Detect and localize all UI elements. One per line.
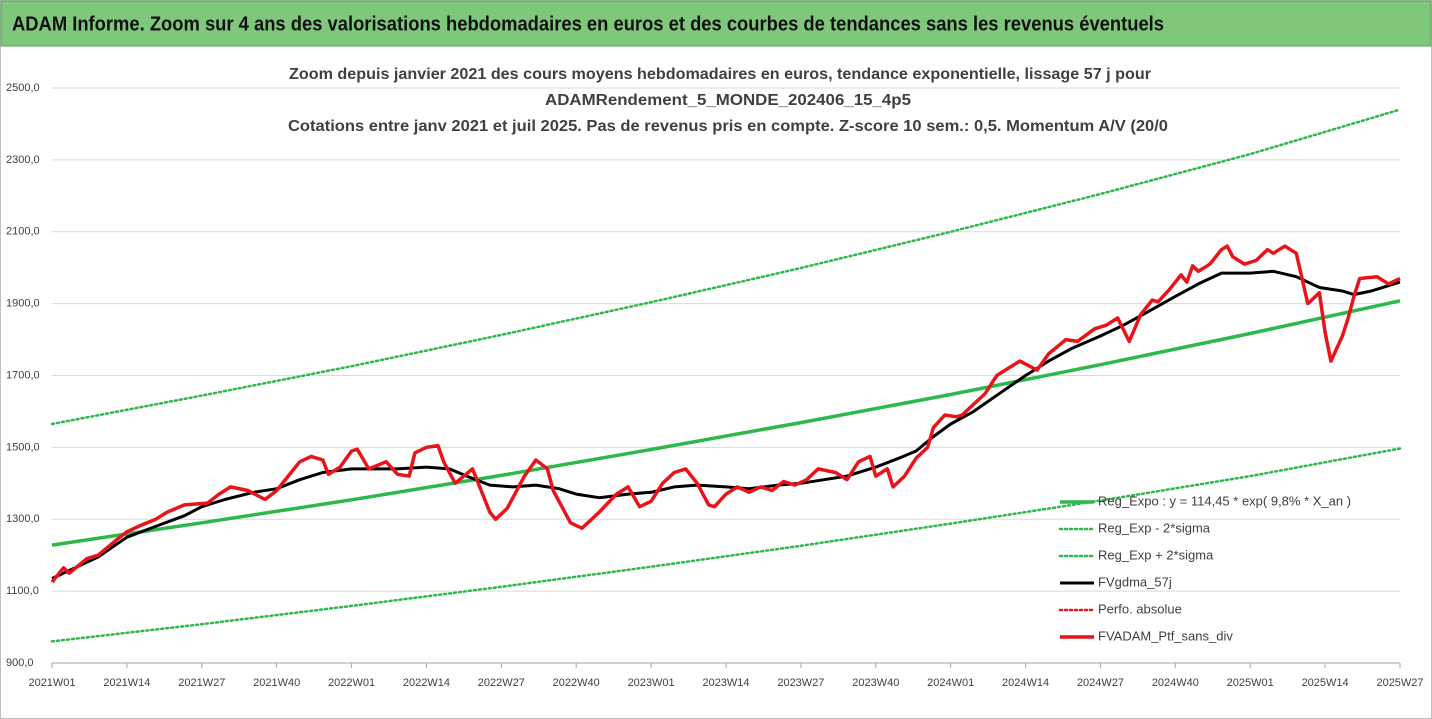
header-bar	[0, 0, 1432, 47]
legend-label: FVADAM_Ptf_sans_div	[1098, 628, 1233, 643]
chart-title: Cotations entre janv 2021 et juil 2025. …	[288, 118, 1168, 135]
series-line	[51, 269, 1401, 580]
x-tick-label: 2021W27	[178, 677, 225, 689]
x-tick-label: 2025W27	[1376, 677, 1423, 689]
x-tick-label: 2022W27	[478, 677, 525, 689]
chart-title: ADAMRendement_5_MONDE_202406_15_4p5	[545, 92, 911, 109]
chart-title: Zoom depuis janvier 2021 des cours moyen…	[289, 66, 1151, 83]
legend-label: Reg_Exp + 2*sigma	[1098, 547, 1214, 562]
x-tick-label: 2021W40	[253, 677, 300, 689]
y-tick-label: 1700,0	[6, 369, 40, 381]
x-tick-label: 2023W01	[628, 677, 675, 689]
y-tick-label: 2500,0	[6, 82, 40, 94]
x-tick-label: 2024W01	[927, 677, 974, 689]
y-tick-label: 900,0	[6, 657, 34, 669]
x-tick-label: 2024W14	[1002, 677, 1049, 689]
x-tick-label: 2022W01	[328, 677, 375, 689]
x-tick-label: 2022W40	[553, 677, 600, 689]
y-tick-label: 1100,0	[6, 585, 39, 597]
x-tick-label: 2021W01	[28, 677, 75, 689]
y-tick-label: 1900,0	[6, 298, 40, 310]
x-tick-label: 2025W01	[1227, 677, 1274, 689]
y-tick-label: 1500,0	[6, 441, 40, 453]
legend-label: FVgdma_57j	[1098, 574, 1172, 589]
series-line	[50, 244, 1401, 584]
series-line	[50, 447, 1402, 643]
x-tick-label: 2024W27	[1077, 677, 1124, 689]
x-tick-label: 2023W40	[852, 677, 899, 689]
legend-label: Reg_Exp - 2*sigma	[1098, 520, 1211, 535]
y-tick-label: 2300,0	[6, 154, 40, 166]
header-title: ADAM Informe. Zoom sur 4 ans des valoris…	[12, 13, 1164, 35]
legend-label: Perfo. absolue	[1098, 601, 1182, 616]
series-line	[50, 108, 1402, 426]
x-tick-label: 2022W14	[403, 677, 450, 689]
x-tick-label: 2021W14	[103, 677, 150, 689]
x-tick-label: 2025W14	[1302, 677, 1349, 689]
y-tick-label: 2100,0	[6, 226, 40, 238]
series-line	[51, 299, 1401, 547]
x-tick-label: 2023W14	[702, 677, 749, 689]
y-tick-label: 1300,0	[6, 513, 40, 525]
x-tick-label: 2024W40	[1152, 677, 1199, 689]
x-tick-label: 2023W27	[777, 677, 824, 689]
legend-label: Reg_Expo : y = 114,45 * exp( 9,8% * X_an…	[1098, 493, 1351, 508]
